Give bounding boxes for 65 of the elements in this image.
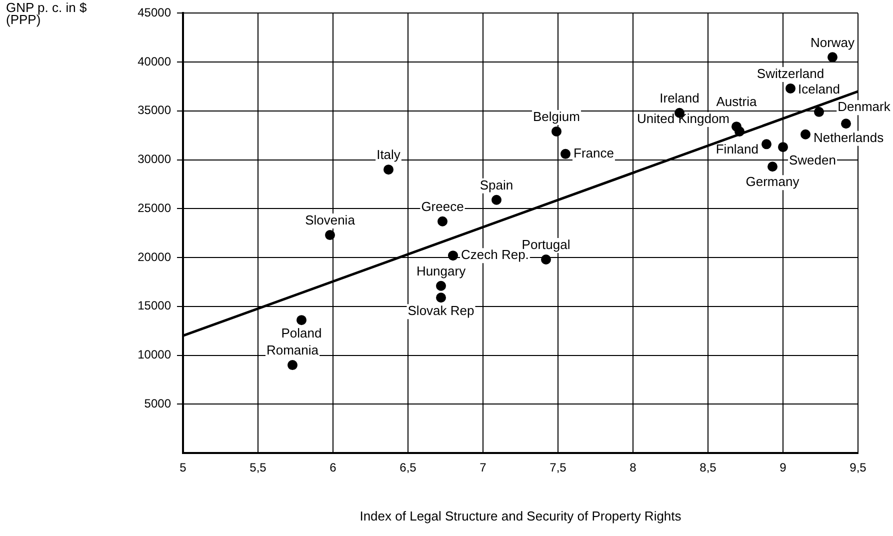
annotation: Germany <box>746 174 800 190</box>
point <box>768 162 778 172</box>
y-tick-label: 25000 <box>138 200 172 215</box>
annotation: Norway <box>810 34 856 50</box>
annotation: Portugal <box>522 237 570 252</box>
y-tick-label: 45000 <box>138 6 172 20</box>
x-tick-label: 6,5 <box>400 460 417 475</box>
y-tick-label: 30000 <box>138 152 172 166</box>
point <box>734 126 744 136</box>
y-tick-label: 10000 <box>138 348 172 362</box>
point <box>436 292 446 303</box>
annotation: Slovenia <box>305 212 356 228</box>
x-tick-label: 8,5 <box>700 460 717 475</box>
annotation: Spain <box>480 177 514 192</box>
point <box>492 194 502 205</box>
annotation: Switzerland <box>756 66 824 82</box>
annotation: Greece <box>421 198 464 214</box>
point <box>841 118 851 129</box>
x-tick-label: 9 <box>780 460 787 475</box>
point <box>762 139 772 150</box>
point <box>800 129 810 140</box>
y-axis-title: GNP p. c. in $ (PPP) <box>6 0 88 28</box>
point <box>288 360 298 370</box>
x-tick-label: 9,5 <box>850 460 867 475</box>
annotation: Netherlands <box>814 130 884 145</box>
point <box>436 280 446 291</box>
point <box>552 126 562 136</box>
annotation: United Kingdom <box>637 111 730 126</box>
annotation: Belgium <box>533 109 580 124</box>
y-tick-label: 40000 <box>138 54 172 68</box>
y-tick-label: 20000 <box>138 250 172 264</box>
annotation: Iceland <box>798 81 840 96</box>
x-tick-label: 7 <box>480 460 487 475</box>
annotation: Romania <box>266 342 320 358</box>
annotation: Hungary <box>416 263 466 278</box>
y-tick-label: 5000 <box>144 396 172 410</box>
x-tick-label: 5 <box>180 460 187 475</box>
x-axis-title: Index of Legal Structure and Security of Property Rights <box>360 508 682 524</box>
point <box>828 52 838 62</box>
annotation: Czech Rep. <box>461 247 529 262</box>
point <box>296 315 306 326</box>
annotation: Poland <box>281 326 322 341</box>
x-tick-label: 8 <box>630 460 637 475</box>
annotation: Slovak Rep <box>408 303 474 318</box>
point <box>560 148 570 159</box>
annotation: France <box>574 146 614 161</box>
point <box>384 164 394 175</box>
annotation: Denmark <box>838 99 891 114</box>
point <box>778 142 788 152</box>
point <box>438 216 448 226</box>
annotation: Finland <box>716 142 758 157</box>
annotation: Austria <box>716 94 758 110</box>
y-tick-label: 15000 <box>138 298 172 313</box>
point <box>541 254 551 264</box>
x-tick-label: 7,5 <box>550 460 567 475</box>
y-tick-label: 35000 <box>138 103 172 118</box>
point <box>325 230 335 240</box>
point <box>448 250 458 261</box>
annotation: Italy <box>376 147 401 162</box>
annotation: Ireland <box>660 90 700 106</box>
point <box>814 106 824 117</box>
annotation: Sweden <box>789 152 836 168</box>
x-tick-label: 5,5 <box>250 460 267 475</box>
x-tick-label: 6 <box>330 460 337 475</box>
point <box>786 83 796 94</box>
